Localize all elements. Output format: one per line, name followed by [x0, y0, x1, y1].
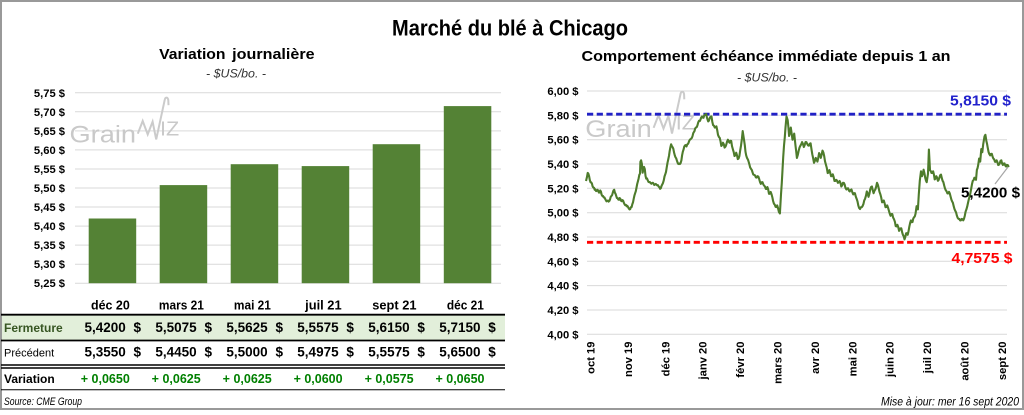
svg-text:Grain: Grain: [70, 122, 137, 149]
svg-text:5,4975: 5,4975: [297, 345, 339, 360]
svg-text:5,45 $: 5,45 $: [34, 202, 66, 214]
svg-text:sept 21: sept 21: [372, 298, 416, 313]
svg-text:Fermeture: Fermeture: [4, 321, 63, 335]
svg-text:4,80 $: 4,80 $: [547, 232, 579, 244]
svg-text:déc 20: déc 20: [91, 298, 130, 313]
svg-text:5,40 $: 5,40 $: [547, 159, 579, 171]
svg-text:5,6150: 5,6150: [368, 320, 409, 335]
svg-text:juil 21: juil 21: [304, 298, 341, 313]
svg-text:5,3550: 5,3550: [85, 345, 126, 360]
svg-text:5,7150: 5,7150: [439, 320, 480, 335]
svg-text:5,4200: 5,4200: [85, 320, 126, 335]
svg-text:+ 0,0600: + 0,0600: [294, 372, 343, 386]
svg-text:$: $: [134, 345, 142, 360]
svg-text:5,75 $: 5,75 $: [34, 88, 66, 100]
svg-text:journalière: journalière: [231, 46, 314, 63]
svg-text:5,00 $: 5,00 $: [547, 208, 579, 220]
svg-text:5,5575: 5,5575: [297, 320, 339, 335]
svg-text:5,60 $: 5,60 $: [547, 135, 579, 147]
svg-text:5,70 $: 5,70 $: [34, 107, 66, 119]
svg-text:févr 20: févr 20: [735, 342, 747, 378]
svg-text:6,00 $: 6,00 $: [547, 86, 579, 98]
svg-text:déc 21: déc 21: [447, 298, 484, 313]
svg-text:4,40 $: 4,40 $: [547, 281, 579, 293]
svg-text:5,8150 $: 5,8150 $: [950, 93, 1012, 110]
svg-text:Source: CME Group: Source: CME Group: [4, 396, 82, 408]
svg-text:+ 0,0650: + 0,0650: [81, 372, 130, 386]
svg-text:$: $: [417, 320, 425, 335]
svg-text:$: $: [204, 345, 212, 360]
svg-text:Comportement échéance immédiat: Comportement échéance immédiate depuis 1…: [582, 48, 951, 65]
svg-text:$: $: [275, 320, 283, 335]
svg-text:5,35 $: 5,35 $: [34, 240, 66, 252]
svg-text:oct 19: oct 19: [586, 342, 598, 374]
svg-text:$: $: [134, 320, 142, 335]
svg-text:déc 19: déc 19: [660, 342, 672, 377]
svg-text:$: $: [488, 345, 496, 360]
svg-text:+ 0,0575: + 0,0575: [365, 372, 414, 386]
svg-text:Variation: Variation: [4, 372, 55, 386]
svg-text:5,55 $: 5,55 $: [34, 164, 66, 176]
svg-text:5,65 $: 5,65 $: [34, 126, 66, 138]
svg-text:Précédent: Précédent: [4, 348, 54, 360]
svg-text:+ 0,0625: + 0,0625: [152, 372, 201, 386]
svg-text:Mise à jour: mer 16 sept 2020: Mise à jour: mer 16 sept 2020: [881, 395, 1019, 409]
svg-text:$: $: [488, 320, 496, 335]
svg-text:nov 19: nov 19: [623, 342, 635, 377]
svg-text:Grain: Grain: [585, 116, 652, 143]
svg-text:5,40 $: 5,40 $: [34, 221, 66, 233]
svg-text:mai 20: mai 20: [847, 342, 859, 377]
svg-text:4,7575 $: 4,7575 $: [952, 250, 1014, 267]
svg-text:$: $: [417, 345, 425, 360]
svg-text:août 20: août 20: [960, 342, 972, 381]
svg-text:5,50 $: 5,50 $: [34, 183, 66, 195]
svg-text:5,4200 $: 5,4200 $: [961, 185, 1021, 202]
svg-text:$: $: [346, 345, 354, 360]
svg-text:avr 20: avr 20: [810, 342, 822, 374]
svg-text:juil 20: juil 20: [922, 342, 934, 375]
svg-text:+ 0,0625: + 0,0625: [223, 372, 272, 386]
svg-text:5,6500: 5,6500: [439, 345, 480, 360]
svg-text:+ 0,0650: + 0,0650: [435, 372, 484, 386]
svg-text:janv 20: janv 20: [698, 342, 710, 381]
svg-text:5,80 $: 5,80 $: [547, 110, 579, 122]
svg-text:5,30 $: 5,30 $: [34, 259, 66, 271]
svg-text:sept 20: sept 20: [997, 342, 1009, 381]
svg-text:5,5075: 5,5075: [155, 320, 197, 335]
svg-text:mars 21: mars 21: [159, 298, 204, 313]
svg-text:4,60 $: 4,60 $: [547, 256, 579, 268]
svg-text:- $US/bo. -: - $US/bo. -: [737, 71, 797, 85]
svg-text:$: $: [275, 345, 283, 360]
svg-text:5,5000: 5,5000: [226, 345, 267, 360]
svg-text:5,5625: 5,5625: [226, 320, 268, 335]
svg-text:4,00 $: 4,00 $: [547, 329, 579, 341]
svg-text:juin 20: juin 20: [885, 342, 897, 378]
svg-text:4,20 $: 4,20 $: [547, 305, 579, 317]
svg-text:5,5575: 5,5575: [368, 345, 410, 360]
svg-text:5,4450: 5,4450: [155, 345, 196, 360]
svg-text:5,25 $: 5,25 $: [34, 278, 66, 290]
svg-text:5,20 $: 5,20 $: [547, 183, 579, 195]
svg-text:IZ: IZ: [676, 112, 695, 135]
svg-text:$: $: [346, 320, 354, 335]
svg-text:Marché du blé à Chicago: Marché du blé à Chicago: [392, 16, 628, 41]
svg-text:mars 20: mars 20: [773, 342, 785, 384]
svg-text:5,60 $: 5,60 $: [34, 145, 66, 157]
svg-text:mai 21: mai 21: [234, 298, 271, 313]
svg-text:$: $: [204, 320, 212, 335]
svg-text:IZ: IZ: [160, 118, 179, 141]
svg-text:- $US/bo. -: - $US/bo. -: [206, 67, 266, 81]
svg-text:Variation: Variation: [159, 46, 225, 63]
